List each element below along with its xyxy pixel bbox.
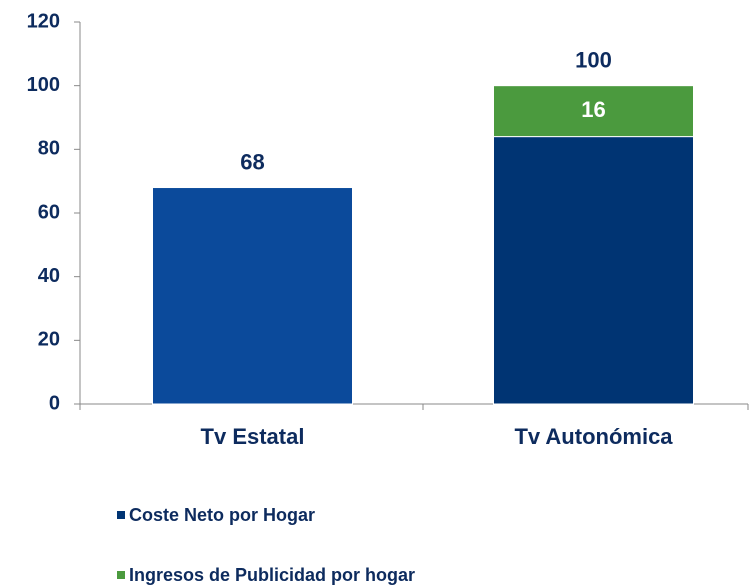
legend-swatch [117, 511, 125, 519]
bar-segment [152, 187, 353, 405]
x-tick-label: Tv Autonómica [514, 424, 673, 449]
y-tick-label: 80 [38, 138, 60, 160]
y-tick-label: 40 [38, 265, 60, 287]
y-tick-label: 100 [27, 74, 60, 96]
legend-label: Coste Neto por Hogar [129, 505, 315, 525]
y-tick-label: 20 [38, 329, 60, 351]
legend-swatch [117, 571, 125, 579]
y-tick-label: 60 [38, 201, 60, 223]
total-label: 68 [240, 149, 264, 174]
bar-segment [493, 85, 694, 138]
total-label: 100 [575, 47, 612, 72]
x-tick-label: Tv Estatal [201, 424, 305, 449]
legend-label: Ingresos de Publicidad por hogar [129, 565, 415, 585]
y-tick-label: 120 [27, 10, 60, 32]
y-tick-label: 0 [49, 392, 60, 414]
bar-segment [493, 136, 694, 405]
data-label: 16 [581, 97, 605, 122]
